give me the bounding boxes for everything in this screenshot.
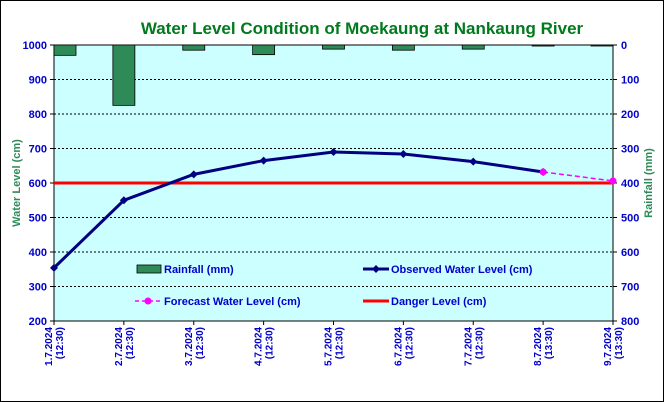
chart-title: Water Level Condition of Moekaung at Nan… bbox=[141, 19, 584, 38]
legend-danger-label: Danger Level (cm) bbox=[391, 296, 487, 308]
left-axis-title: Water Level (cm) bbox=[11, 139, 23, 227]
legend-rainfall-swatch bbox=[136, 264, 162, 274]
rainfall-bar bbox=[391, 44, 415, 51]
right-axis-tick-label: 200 bbox=[621, 109, 639, 121]
right-axis-tick-label: 0 bbox=[621, 40, 627, 52]
observed-water-level-line bbox=[52, 150, 544, 269]
left-axis-tick-label: 700 bbox=[29, 144, 47, 156]
plot-area: 200 300 400 500 600 700 800 900 1000 0 100 200 300 40… bbox=[11, 40, 655, 366]
right-axis-tick-label: 400 bbox=[621, 178, 639, 190]
left-axis-tick-label: 800 bbox=[29, 109, 47, 121]
forecast-point bbox=[539, 168, 547, 176]
left-axis-tick-label: 500 bbox=[29, 213, 47, 225]
left-axis-tick-label: 600 bbox=[29, 178, 47, 190]
x-axis-tick-label: 7.7.2024(12:30) bbox=[463, 327, 485, 366]
right-axis-tick-label: 600 bbox=[621, 247, 639, 259]
left-axis-tick-label: 1000 bbox=[23, 40, 47, 52]
observed-point bbox=[119, 196, 128, 205]
legend-observed-marker bbox=[372, 265, 380, 273]
right-axis-tick-label: 500 bbox=[621, 213, 639, 225]
forecast-point bbox=[609, 177, 617, 185]
legend-observed-label: Observed Water Level (cm) bbox=[391, 264, 533, 276]
x-axis-tick-label: 9.7.2024(13:30) bbox=[603, 327, 625, 366]
rainfall-bar bbox=[590, 44, 614, 47]
rainfall-bar bbox=[112, 44, 136, 106]
left-axis-tick-label: 900 bbox=[29, 75, 47, 87]
rainfall-bar bbox=[252, 44, 276, 56]
left-axis-tick-label: 300 bbox=[29, 282, 47, 294]
left-axis-tick-label: 400 bbox=[29, 247, 47, 259]
legend-forecast-label: Forecast Water Level (cm) bbox=[164, 296, 301, 308]
observed-point bbox=[329, 147, 338, 156]
x-axis-tick-label: 2.7.2024(12:30) bbox=[114, 327, 136, 366]
rainfall-bar bbox=[322, 44, 345, 50]
rainfall-bar bbox=[53, 44, 77, 56]
x-axis-tick-label: 1.7.2024(12:30) bbox=[44, 327, 66, 366]
legend-forecast-marker bbox=[144, 297, 152, 305]
observed-point bbox=[469, 157, 478, 166]
rainfall-bar bbox=[182, 44, 206, 51]
rainfall-bar bbox=[531, 44, 555, 47]
rainfall-bar bbox=[461, 44, 485, 50]
left-axis-tick-label: 200 bbox=[29, 316, 47, 328]
right-axis-tick-label: 700 bbox=[621, 282, 639, 294]
x-axis-tick-label: 6.7.2024(12:30) bbox=[393, 327, 415, 366]
observed-point bbox=[189, 170, 198, 179]
x-axis-tick-label: 8.7.2024(13:30) bbox=[533, 327, 555, 366]
observed-point bbox=[50, 263, 58, 272]
forecast-water-level-line bbox=[543, 171, 614, 182]
x-axis-tick-label: 3.7.2024(12:30) bbox=[184, 327, 206, 366]
observed-point bbox=[399, 150, 408, 159]
right-axis-title: Rainfall (mm) bbox=[643, 148, 655, 218]
observed-point bbox=[259, 156, 268, 165]
right-axis-tick-label: 300 bbox=[621, 144, 639, 156]
right-axis-tick-label: 100 bbox=[621, 75, 639, 87]
x-axis-tick-label: 5.7.2024(12:30) bbox=[324, 327, 346, 366]
legend-rainfall-label: Rainfall (mm) bbox=[164, 264, 234, 276]
right-axis-tick-label: 800 bbox=[621, 316, 639, 328]
x-axis-tick-label: 4.7.2024(12:30) bbox=[254, 327, 276, 366]
